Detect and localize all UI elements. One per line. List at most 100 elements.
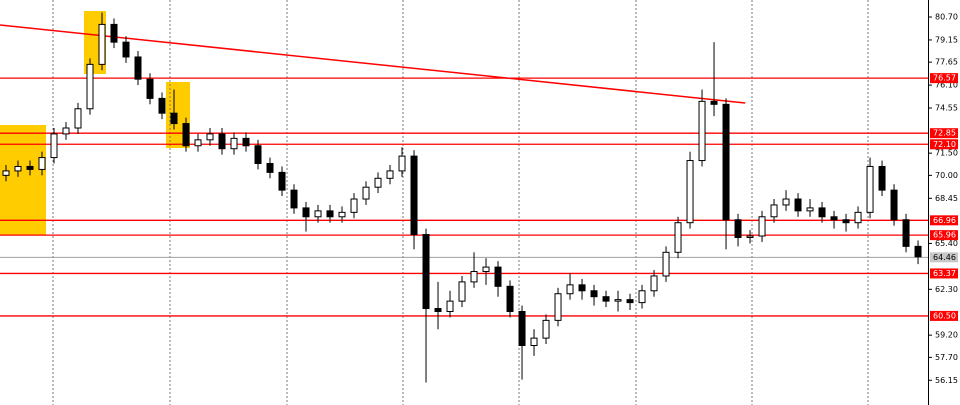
candle-body bbox=[110, 23, 118, 43]
candle-body bbox=[818, 207, 826, 218]
candle-body bbox=[914, 245, 922, 258]
y-tick-label: 76.10 bbox=[935, 81, 958, 90]
candle-body bbox=[734, 219, 742, 238]
y-tick-label: 80.70 bbox=[935, 13, 958, 22]
level-label-box bbox=[930, 268, 958, 279]
candle-body bbox=[506, 285, 514, 312]
level-label-box bbox=[930, 73, 958, 84]
candle-body bbox=[98, 23, 106, 65]
candle-body bbox=[578, 284, 586, 292]
candle-body bbox=[554, 293, 562, 321]
candle-body bbox=[866, 165, 874, 213]
candle-body bbox=[494, 266, 502, 287]
candle-body bbox=[662, 251, 670, 277]
y-tick-label: 65.40 bbox=[935, 239, 958, 248]
candle-body bbox=[338, 211, 346, 218]
vertical-grid bbox=[52, 0, 869, 405]
last-price-label: 64.46 bbox=[933, 253, 956, 262]
y-tick-label: 62.30 bbox=[935, 285, 958, 294]
candle-body bbox=[206, 133, 214, 141]
candle-body bbox=[458, 281, 466, 302]
candle-body bbox=[530, 337, 538, 347]
y-tick-label: 68.45 bbox=[935, 194, 958, 203]
level-label: 65.96 bbox=[933, 231, 956, 240]
candle-body bbox=[602, 296, 610, 302]
candle-body bbox=[86, 63, 94, 110]
level-label: 72.10 bbox=[933, 140, 956, 149]
candle-body bbox=[50, 133, 58, 159]
candle-body bbox=[710, 100, 718, 105]
level-label: 72.85 bbox=[933, 129, 956, 138]
candle-body bbox=[422, 234, 430, 310]
candle-body bbox=[722, 103, 730, 221]
level-label-box bbox=[930, 310, 958, 321]
candle-body bbox=[446, 300, 454, 312]
trendline bbox=[0, 24, 746, 104]
candle-body bbox=[218, 133, 226, 150]
y-tick-label: 71.50 bbox=[935, 149, 958, 158]
candle-body bbox=[542, 319, 550, 339]
candle-body bbox=[170, 112, 178, 125]
candle-body bbox=[902, 219, 910, 247]
candle-body bbox=[398, 155, 406, 172]
candle-body bbox=[770, 204, 778, 218]
candle-body bbox=[134, 56, 142, 80]
candle-body bbox=[590, 290, 598, 298]
candle-body bbox=[74, 108, 82, 129]
candle-body bbox=[266, 163, 274, 173]
highlight-box bbox=[0, 125, 46, 235]
candle-body bbox=[518, 310, 526, 347]
y-tick-label: 79.15 bbox=[935, 35, 958, 44]
candle-body bbox=[386, 170, 394, 179]
level-label: 63.37 bbox=[933, 269, 956, 278]
candle-body bbox=[326, 210, 334, 218]
candle-body bbox=[842, 219, 850, 224]
candle-body bbox=[746, 235, 754, 238]
candle-body bbox=[278, 171, 286, 191]
level-label: 76.57 bbox=[933, 74, 956, 83]
level-label-box bbox=[930, 139, 958, 150]
y-tick-label: 70.00 bbox=[935, 171, 958, 180]
candle-body bbox=[470, 271, 478, 283]
candle-body bbox=[674, 222, 682, 253]
candle-body bbox=[374, 177, 382, 188]
candle-body bbox=[638, 290, 646, 304]
candle-body bbox=[146, 78, 154, 99]
candle-body bbox=[782, 198, 790, 206]
candle-body bbox=[410, 155, 418, 236]
candle-body bbox=[650, 275, 658, 292]
candle-body bbox=[830, 216, 838, 221]
y-tick-label: 59.20 bbox=[935, 331, 958, 340]
y-tick-label: 74.55 bbox=[935, 104, 958, 113]
candle-body bbox=[854, 211, 862, 224]
candle-body bbox=[686, 160, 694, 224]
candle-body bbox=[614, 299, 622, 302]
candle-body bbox=[566, 284, 574, 295]
candle-body bbox=[182, 123, 190, 147]
candle-body bbox=[14, 165, 22, 172]
candle-body bbox=[2, 170, 10, 176]
candle-body bbox=[242, 137, 250, 147]
level-label-box bbox=[930, 230, 958, 241]
candle-body bbox=[314, 210, 322, 218]
candle-body bbox=[806, 207, 814, 212]
candle-body bbox=[290, 189, 298, 209]
candle-body bbox=[302, 207, 310, 218]
candle-body bbox=[254, 145, 262, 165]
candle-body bbox=[434, 308, 442, 312]
y-tick-label: 56.15 bbox=[935, 376, 958, 385]
candle-body bbox=[758, 216, 766, 237]
candle-body bbox=[158, 97, 166, 114]
level-label: 66.96 bbox=[933, 216, 956, 225]
candle-body bbox=[362, 186, 370, 200]
level-label-box bbox=[930, 215, 958, 226]
level-label: 60.50 bbox=[933, 311, 956, 320]
candle-body bbox=[194, 139, 202, 147]
candle-body bbox=[698, 100, 706, 162]
y-tick-label: 57.70 bbox=[935, 353, 958, 362]
candle-body bbox=[794, 198, 802, 212]
candle-body bbox=[122, 41, 130, 58]
candle-body bbox=[878, 165, 886, 191]
candle-body bbox=[26, 165, 34, 170]
